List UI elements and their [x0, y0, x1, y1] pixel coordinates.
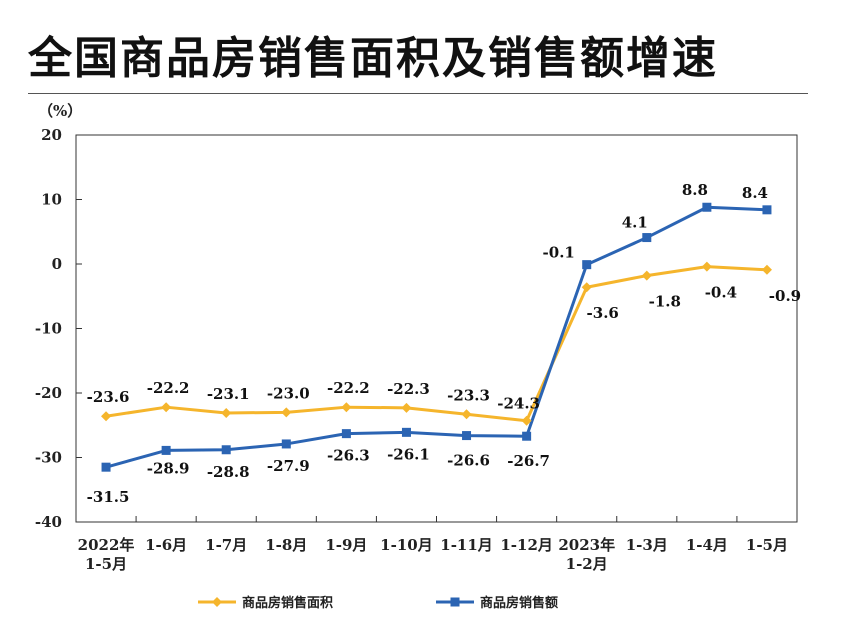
x-tick-label: 1-7月 — [205, 536, 247, 554]
x-tick-label: 1-9月 — [325, 536, 367, 554]
data-label: -26.6 — [447, 452, 490, 470]
data-point-marker — [461, 409, 472, 420]
data-point-marker — [341, 429, 351, 439]
x-tick-label: 1-8月 — [265, 536, 307, 554]
x-tick-label: 1-10月 — [380, 536, 433, 554]
data-point-marker — [341, 402, 352, 413]
data-point-marker — [161, 402, 172, 413]
data-point-marker — [761, 264, 772, 275]
legend-swatch-marker — [450, 597, 460, 607]
data-point-marker — [462, 431, 472, 441]
data-label: -0.4 — [705, 284, 737, 302]
data-label: -23.6 — [87, 388, 130, 406]
x-tick-label: 1-2月 — [566, 555, 608, 573]
data-label: -0.9 — [769, 287, 801, 305]
y-tick-label: -10 — [35, 320, 62, 338]
data-point-marker — [101, 411, 112, 422]
data-point-marker — [581, 282, 592, 293]
y-tick-label: 10 — [41, 191, 62, 209]
data-point-marker — [281, 407, 292, 418]
y-tick-label: -30 — [35, 449, 62, 467]
series-line-0 — [105, 265, 768, 423]
data-label: -23.0 — [267, 384, 310, 402]
data-label: -22.3 — [387, 380, 430, 398]
data-label: -1.8 — [649, 293, 681, 311]
x-tick-label: 2022年 — [78, 536, 135, 554]
data-point-marker — [401, 427, 411, 437]
x-tick-label: 1-5月 — [746, 536, 788, 554]
x-tick-label: 2023年 — [558, 536, 615, 554]
y-axis-unit-label: （%） — [38, 102, 82, 120]
data-point-marker — [221, 407, 232, 418]
data-label: -26.3 — [327, 447, 370, 465]
data-label: -26.7 — [507, 452, 550, 470]
data-label: -27.9 — [267, 457, 310, 475]
data-point-marker — [762, 205, 772, 215]
data-label: -31.5 — [87, 488, 130, 506]
legend-label: 商品房销售额 — [480, 595, 558, 611]
data-label: -28.8 — [207, 463, 250, 481]
x-tick-label: 1-12月 — [500, 536, 553, 554]
data-point-marker — [101, 462, 111, 472]
x-tick-label: 1-5月 — [85, 555, 127, 573]
data-point-marker — [221, 445, 231, 455]
data-point-marker — [281, 439, 291, 449]
data-label: -23.1 — [207, 385, 250, 403]
data-label: -24.3 — [497, 395, 540, 413]
y-tick-label: -40 — [35, 513, 62, 531]
data-point-marker — [401, 402, 412, 413]
legend-label: 商品房销售面积 — [242, 595, 333, 611]
data-point-marker — [522, 431, 532, 441]
data-label: -3.6 — [587, 304, 619, 322]
y-tick-label: 20 — [41, 126, 62, 144]
data-label: -28.9 — [147, 459, 190, 477]
data-label: -23.3 — [447, 386, 490, 404]
data-label: 4.1 — [622, 214, 648, 232]
x-tick-label: 1-11月 — [440, 536, 493, 554]
y-tick-label: 0 — [52, 255, 62, 273]
data-point-marker — [521, 415, 532, 426]
x-tick-label: 1-3月 — [626, 536, 668, 554]
data-label: -22.2 — [147, 379, 190, 397]
data-point-marker — [161, 445, 171, 455]
data-label: -0.1 — [543, 244, 575, 262]
x-tick-label: 1-6月 — [145, 536, 187, 554]
data-point-marker — [642, 233, 652, 243]
series-line-1 — [105, 205, 768, 469]
data-point-marker — [582, 260, 592, 270]
data-point-marker — [702, 202, 712, 212]
page-title: 全国商品房销售面积及销售额增速 — [28, 33, 718, 84]
legend-swatch-marker — [212, 597, 222, 607]
data-label: -22.2 — [327, 379, 370, 397]
y-tick-label: -20 — [35, 384, 62, 402]
data-point-marker — [701, 261, 712, 272]
data-label: 8.4 — [742, 184, 768, 202]
title-divider — [28, 93, 808, 94]
data-label: 8.8 — [682, 181, 708, 199]
data-label: -26.1 — [387, 445, 430, 463]
data-point-marker — [641, 270, 652, 281]
x-tick-label: 1-4月 — [686, 536, 728, 554]
